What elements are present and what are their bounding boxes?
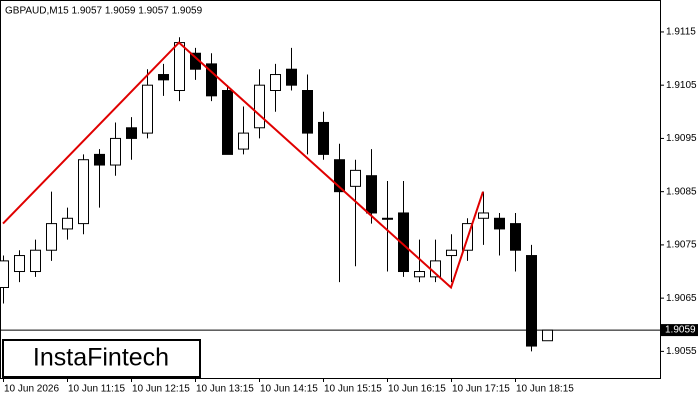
candle-body: [238, 132, 249, 150]
x-tick-label: 10 Jun 16:15: [388, 384, 446, 395]
candle-body: [350, 169, 361, 187]
x-tick-label: 10 Jun 14:15: [260, 384, 318, 395]
candle-body: [30, 249, 41, 273]
x-tick-label: 10 Jun 13:15: [196, 384, 254, 395]
candle-body: [526, 255, 537, 347]
x-tick-label: 10 Jun 18:15: [516, 384, 574, 395]
x-tick-label: 10 Jun 11:15: [68, 384, 126, 395]
candle-body: [542, 329, 553, 342]
candle-body: [270, 74, 281, 92]
candle-body: [14, 255, 25, 273]
candle-body: [222, 90, 233, 155]
candle-body: [334, 159, 345, 193]
candle-body: [302, 90, 313, 134]
candle-body: [94, 153, 105, 166]
y-tick-label: 1.9065: [666, 293, 697, 304]
candle-body: [78, 159, 89, 225]
candle-body: [0, 260, 9, 288]
y-tick-label: 1.9085: [666, 186, 697, 197]
candle-body: [398, 212, 409, 273]
last-price-label: 1.9059: [665, 325, 696, 336]
candle-body: [62, 217, 73, 230]
candle-body: [142, 84, 153, 134]
candle-body: [174, 42, 185, 92]
candle-body: [478, 212, 489, 219]
candle-body: [446, 249, 457, 257]
watermark: InstaFintech: [33, 344, 169, 372]
y-tick-label: 1.9055: [666, 346, 697, 357]
x-tick-label: 10 Jun 2026: [4, 384, 59, 395]
y-tick-label: 1.9105: [666, 80, 697, 91]
candle-body: [254, 84, 265, 129]
y-tick-label: 1.9115: [666, 27, 696, 38]
candle-body: [414, 271, 425, 278]
candle-body: [110, 137, 121, 166]
candle-body: [366, 175, 377, 214]
chart-title: GBPAUD,M15 1.9057 1.9059 1.9057 1.9059: [5, 6, 203, 17]
candle-body: [158, 74, 169, 81]
candle-body: [382, 217, 393, 220]
x-tick-label: 10 Jun 12:15: [132, 384, 190, 395]
candle-body: [494, 217, 505, 230]
candle-body: [126, 127, 137, 139]
y-tick-label: 1.9095: [666, 133, 697, 144]
candle-body: [286, 68, 297, 86]
x-tick-label: 10 Jun 17:15: [452, 384, 510, 395]
candle-body: [46, 223, 57, 251]
candle-body: [206, 63, 217, 97]
y-tick-label: 1.9075: [666, 240, 697, 251]
last-price-box: [661, 324, 698, 337]
plot-frame: [0, 0, 661, 379]
candle-body: [510, 223, 521, 251]
candle-body: [318, 121, 329, 155]
pattern-line: [2, 41, 484, 290]
watermark-box: [2, 339, 201, 378]
x-tick-label: 10 Jun 15:15: [324, 384, 382, 395]
